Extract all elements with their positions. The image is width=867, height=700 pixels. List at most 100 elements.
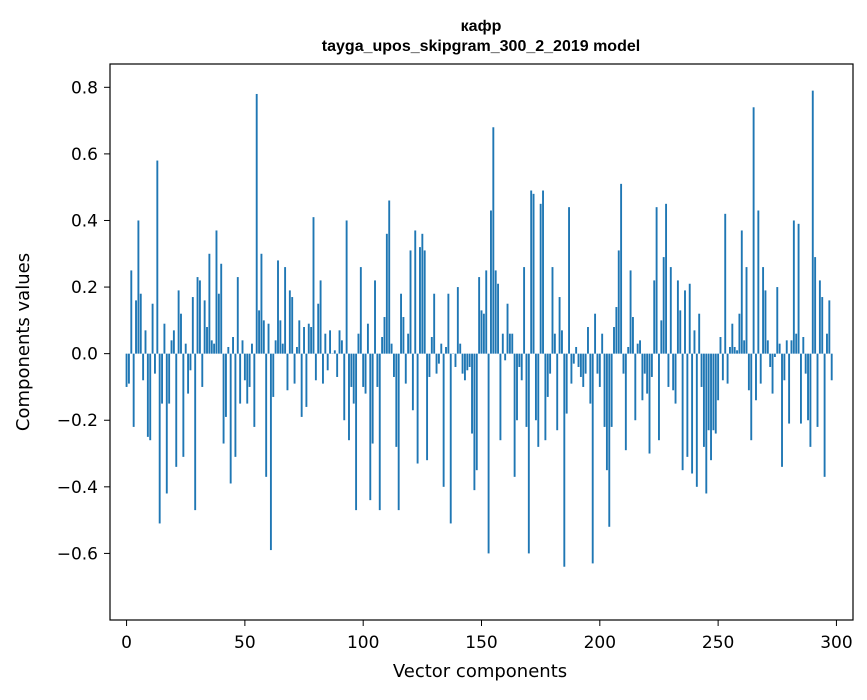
x-tick-label: 150 <box>465 633 497 653</box>
bar <box>507 304 509 354</box>
bar <box>750 354 752 441</box>
bar <box>585 354 587 374</box>
bar <box>684 290 686 353</box>
y-tick-label: −0.2 <box>57 411 98 431</box>
bar <box>270 354 272 550</box>
bar <box>712 354 714 431</box>
bar <box>793 220 795 353</box>
bar <box>540 204 542 354</box>
bar <box>679 310 681 353</box>
bar <box>809 354 811 447</box>
bar <box>578 354 580 367</box>
bar <box>786 340 788 353</box>
bar <box>303 327 305 354</box>
bar <box>308 324 310 354</box>
bar <box>817 354 819 427</box>
bar <box>568 207 570 353</box>
bar <box>251 344 253 354</box>
bar <box>298 320 300 353</box>
bar <box>154 354 156 374</box>
bar <box>779 344 781 354</box>
bar <box>743 340 745 353</box>
bar <box>762 267 764 354</box>
bar <box>163 324 165 354</box>
bar <box>722 354 724 381</box>
bar <box>646 354 648 394</box>
bar <box>651 354 653 377</box>
bar <box>575 347 577 354</box>
y-axis-label: Components values <box>13 253 34 431</box>
bar <box>765 290 767 353</box>
bar <box>696 354 698 487</box>
bar <box>305 354 307 407</box>
bar <box>665 204 667 354</box>
bar <box>502 334 504 354</box>
bar <box>282 344 284 354</box>
bar <box>552 267 554 354</box>
bar <box>126 354 128 387</box>
bar <box>284 267 286 354</box>
bar <box>667 354 669 387</box>
bar <box>476 354 478 471</box>
bar <box>294 354 296 384</box>
x-axis-label: Vector components <box>393 661 567 682</box>
bar <box>783 354 785 381</box>
bar <box>388 201 390 354</box>
bar <box>698 314 700 354</box>
bar <box>175 354 177 467</box>
bar <box>634 354 636 421</box>
bar <box>821 297 823 354</box>
bar <box>537 354 539 447</box>
bar <box>485 270 487 353</box>
bar <box>256 94 258 354</box>
bar <box>358 334 360 354</box>
bar <box>715 354 717 434</box>
bar <box>675 354 677 404</box>
bar <box>426 354 428 461</box>
bar <box>400 294 402 354</box>
bar <box>201 354 203 387</box>
bar <box>606 354 608 471</box>
bar <box>772 354 774 394</box>
bar <box>315 354 317 381</box>
bar <box>237 277 239 354</box>
bar <box>542 191 544 354</box>
bar <box>769 354 771 367</box>
bar <box>509 334 511 354</box>
bar <box>547 354 549 397</box>
bar <box>597 354 599 374</box>
bar <box>289 290 291 353</box>
bar <box>232 337 234 354</box>
bar <box>649 354 651 454</box>
bar <box>431 337 433 354</box>
bar <box>142 354 144 381</box>
bar <box>518 354 520 367</box>
bar <box>140 294 142 354</box>
bar <box>168 354 170 404</box>
x-tick-label: 300 <box>820 633 852 653</box>
bar <box>824 354 826 477</box>
bar <box>798 224 800 354</box>
bar <box>791 340 793 353</box>
bar <box>372 354 374 444</box>
bar <box>760 354 762 384</box>
bar <box>703 354 705 447</box>
bar <box>459 344 461 354</box>
bar <box>206 327 208 354</box>
bar <box>279 320 281 353</box>
bar <box>828 300 830 353</box>
bar <box>570 354 572 384</box>
bar <box>376 354 378 387</box>
bar <box>445 347 447 354</box>
bar <box>528 354 530 554</box>
bar <box>615 307 617 354</box>
bar <box>526 354 528 427</box>
bar <box>424 250 426 353</box>
bar <box>355 354 357 510</box>
bar <box>660 320 662 353</box>
bar <box>322 354 324 384</box>
bar <box>324 334 326 354</box>
bar <box>748 354 750 391</box>
bar <box>481 310 483 353</box>
